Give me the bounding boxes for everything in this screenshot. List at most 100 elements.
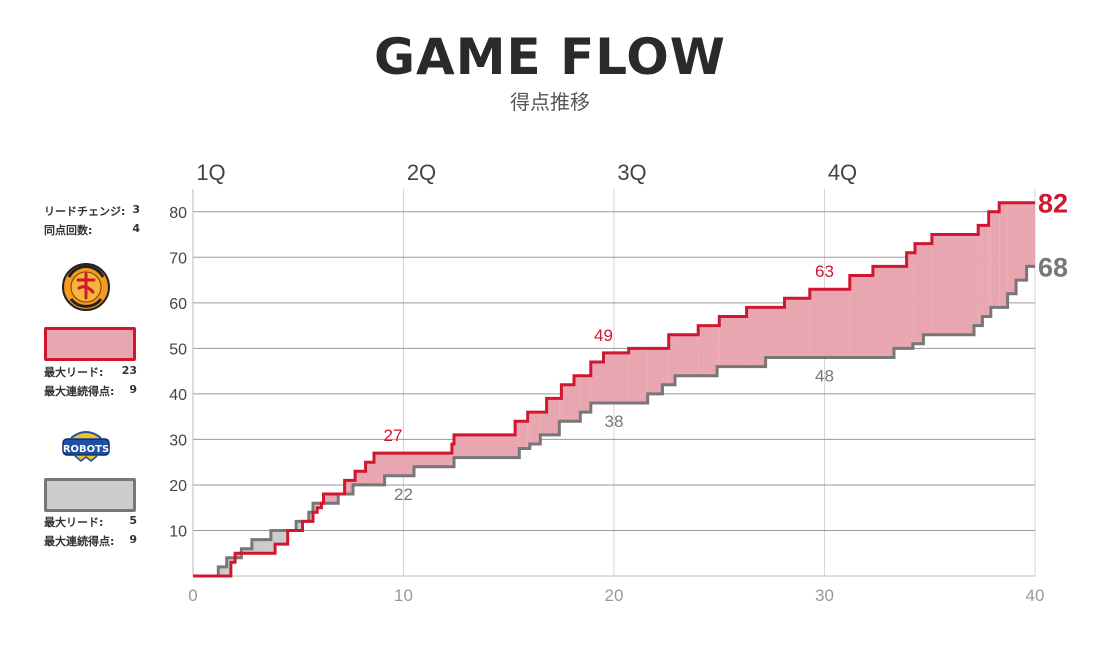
lead-area-segment — [662, 348, 669, 385]
lead-area-segment — [1016, 202, 1027, 281]
lead-area-segment — [580, 375, 591, 413]
away-quarter-score-label: 22 — [394, 485, 413, 504]
lead-area-segment — [647, 348, 663, 394]
lead-area-segment — [675, 334, 699, 376]
lead-area-segment — [973, 234, 979, 326]
lead-area-segment — [746, 307, 766, 367]
lead-area-segment — [454, 434, 516, 458]
lead-area-segment — [978, 225, 983, 326]
x-tick-label: 30 — [815, 586, 834, 605]
quarter-label: 1Q — [196, 160, 225, 185]
lead-area-segment — [323, 494, 339, 504]
lead-area-segment — [603, 352, 629, 403]
away-quarter-score-label: 38 — [605, 412, 624, 431]
y-tick-label: 60 — [169, 296, 187, 313]
ties-label: 同点回数: — [44, 224, 93, 237]
lead-changes-label: リードチェンジ: — [44, 205, 126, 218]
lead-area-segment — [765, 307, 785, 358]
lead-area-segment — [355, 471, 366, 485]
lead-area-segment — [1007, 202, 1017, 294]
y-tick-label: 10 — [169, 523, 187, 540]
home-score-line — [193, 201, 1035, 578]
lead-area-segment — [344, 480, 353, 495]
lead-area-segment — [809, 289, 850, 358]
lead-area-segment — [529, 412, 541, 444]
lead-area-segment — [574, 375, 581, 422]
lead-changes-value: 3 — [132, 203, 140, 216]
away-max-run-stat: 最大連続得点: 9 — [44, 533, 137, 548]
home-max-run-value: 9 — [129, 383, 137, 396]
lead-area-segment — [999, 202, 1008, 308]
ties-value: 4 — [132, 222, 140, 235]
y-tick-label: 40 — [169, 387, 187, 404]
lead-area-segment — [931, 234, 974, 335]
lead-area-segment — [872, 266, 894, 358]
lead-area-segment — [352, 480, 356, 485]
lead-area-segment — [540, 412, 547, 435]
quarter-label: 3Q — [617, 160, 646, 185]
home-max-lead-label: 最大リード: — [44, 366, 104, 379]
home-max-lead-stat: 最大リード: 23 — [44, 364, 137, 379]
lead-area-segment — [251, 539, 271, 554]
y-tick-label: 30 — [169, 432, 187, 449]
lead-area-segment — [590, 362, 604, 403]
lead-area-segment — [218, 566, 227, 576]
lead-area-segment — [561, 384, 575, 422]
lead-area-segment — [451, 443, 455, 467]
away-final-score: 68 — [1038, 252, 1068, 282]
page-subtitle: 得点推移 — [510, 90, 590, 114]
home-max-run-stat: 最大連続得点: 9 — [44, 383, 137, 398]
lead-area-segment — [1026, 202, 1035, 267]
home-quarter-score-label: 63 — [815, 262, 834, 281]
lead-area-segment — [384, 453, 415, 476]
lead-area-segment — [365, 462, 375, 485]
quarter-label: 4Q — [828, 160, 857, 185]
lead-area-segment — [893, 266, 907, 349]
home-team-logo — [61, 262, 111, 312]
lead-area-segment — [296, 521, 303, 531]
ties-stat: 同点回数: 4 — [44, 222, 140, 237]
away-max-lead-label: 最大リード: — [44, 516, 104, 529]
away-max-lead-stat: 最大リード: 5 — [44, 514, 137, 529]
page-title: GAME FLOW — [374, 28, 726, 86]
lead-area-segment — [923, 243, 932, 335]
svg-text:ROBOTS: ROBOTS — [63, 444, 109, 455]
home-quarter-score-label: 27 — [384, 426, 403, 445]
lead-area-segment — [241, 548, 252, 554]
away-legend-swatch — [44, 478, 136, 512]
home-legend-swatch — [44, 327, 136, 361]
away-max-run-value: 9 — [129, 533, 137, 546]
away-max-lead-value: 5 — [129, 514, 137, 527]
lead-area-segment — [515, 421, 520, 458]
lead-area-segment — [235, 553, 242, 558]
lead-area-segment — [546, 398, 560, 435]
quarter-label: 2Q — [407, 160, 436, 185]
lead-area-segment — [519, 421, 528, 449]
home-quarter-score-label: 49 — [594, 326, 613, 345]
lead-area-segment — [784, 298, 810, 358]
lead-area-segment — [698, 325, 718, 376]
y-tick-label: 70 — [169, 250, 187, 267]
y-tick-label: 50 — [169, 341, 187, 358]
y-tick-label: 20 — [169, 478, 187, 495]
away-quarter-score-label: 48 — [815, 366, 834, 385]
x-tick-label: 20 — [605, 586, 624, 605]
lead-area-segment — [990, 211, 1000, 308]
lead-area-segment — [668, 334, 676, 385]
lead-area-segment — [849, 275, 873, 358]
lead-area-segment — [717, 325, 720, 367]
lead-area-segment — [915, 243, 924, 344]
lead-changes-stat: リードチェンジ: 3 — [44, 203, 140, 218]
lead-area-segment — [719, 316, 747, 367]
home-max-run-label: 最大連続得点: — [44, 385, 115, 398]
lead-area-segment — [312, 503, 318, 513]
lead-area-segment — [275, 530, 288, 545]
lead-area-segment — [226, 557, 231, 576]
lead-area-segment — [527, 412, 530, 449]
x-tick-label: 40 — [1026, 586, 1045, 605]
x-tick-label: 0 — [188, 586, 197, 605]
lead-area-segment — [912, 252, 916, 344]
home-final-score: 82 — [1038, 189, 1068, 219]
lead-area-segment — [374, 453, 385, 485]
